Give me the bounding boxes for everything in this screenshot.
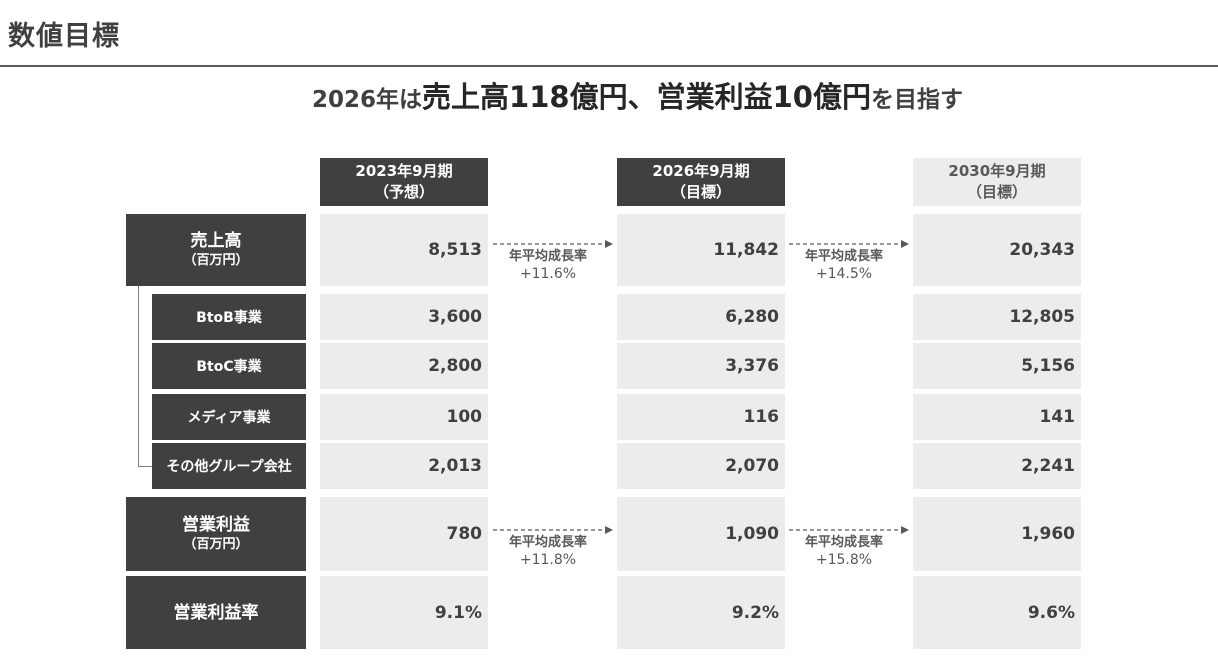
row-label-btoc: BtoC事業 xyxy=(152,343,306,389)
op-profit-2023: 780 xyxy=(320,497,488,571)
row-label-btob: BtoB事業 xyxy=(152,294,306,340)
growth-label: 年平均成長率 xyxy=(804,249,883,264)
row-label-unit: （百万円） xyxy=(183,253,249,268)
column-header-2023: 2023年9月期 （予想） xyxy=(320,158,488,206)
media-2030: 141 xyxy=(913,394,1081,440)
row-label-other: その他グループ会社 xyxy=(152,443,306,489)
op-margin-2026: 9.2% xyxy=(617,576,785,649)
row-label-unit: （百万円） xyxy=(183,537,249,552)
column-header-type: （予想） xyxy=(373,183,434,201)
row-label-media: メディア事業 xyxy=(152,394,306,440)
title-divider xyxy=(0,65,1218,67)
dashed-arrow-icon xyxy=(789,526,909,534)
btob-2030: 12,805 xyxy=(913,294,1081,340)
growth-sales-2026-2030: 年平均成長率 +14.5% xyxy=(789,238,911,288)
growth-op-profit-2023-2026: 年平均成長率 +11.8% xyxy=(493,524,615,574)
dashed-arrow-icon xyxy=(493,526,613,534)
headline: 2026年は売上高118億円、営業利益10億円を目指す xyxy=(0,74,1218,116)
growth-label: 年平均成長率 xyxy=(508,249,587,264)
op-margin-2023: 9.1% xyxy=(320,576,488,649)
row-label-text: 売上高 xyxy=(190,231,242,251)
btoc-2030: 5,156 xyxy=(913,343,1081,389)
sales-2023: 8,513 xyxy=(320,214,488,286)
dashed-arrow-icon xyxy=(493,240,613,248)
growth-sales-2023-2026: 年平均成長率 +11.6% xyxy=(493,238,615,288)
growth-value: +15.8% xyxy=(815,552,873,568)
headline-part3: を目指す xyxy=(870,87,963,113)
btob-2026: 6,280 xyxy=(617,294,785,340)
column-header-period: 2023年9月期 xyxy=(355,162,453,180)
sales-2030: 20,343 xyxy=(913,214,1081,286)
segment-tree-branch xyxy=(138,466,152,467)
growth-label: 年平均成長率 xyxy=(804,535,883,550)
btoc-2026: 3,376 xyxy=(617,343,785,389)
media-2023: 100 xyxy=(320,394,488,440)
dashed-arrow-icon xyxy=(789,240,909,248)
column-header-2026: 2026年9月期 （目標） xyxy=(617,158,785,206)
row-label-text: 営業利益率 xyxy=(173,602,259,623)
segment-tree-line xyxy=(138,286,139,466)
growth-label: 年平均成長率 xyxy=(508,535,587,550)
other-2026: 2,070 xyxy=(617,443,785,489)
row-label-operating-margin: 営業利益率 xyxy=(126,576,306,649)
btob-2023: 3,600 xyxy=(320,294,488,340)
growth-value: +11.6% xyxy=(519,266,577,282)
row-label-text: 営業利益 xyxy=(182,515,250,535)
growth-value: +14.5% xyxy=(815,266,873,282)
column-header-type: （目標） xyxy=(966,183,1027,201)
headline-part1: 2026年は xyxy=(312,87,423,113)
op-profit-2030: 1,960 xyxy=(913,497,1081,571)
growth-value: +11.8% xyxy=(519,552,577,568)
btoc-2023: 2,800 xyxy=(320,343,488,389)
op-profit-2026: 1,090 xyxy=(617,497,785,571)
op-margin-2030: 9.6% xyxy=(913,576,1081,649)
growth-op-profit-2026-2030: 年平均成長率 +15.8% xyxy=(789,524,911,574)
other-2030: 2,241 xyxy=(913,443,1081,489)
media-2026: 116 xyxy=(617,394,785,440)
page-title: 数値目標 xyxy=(8,21,120,52)
other-2023: 2,013 xyxy=(320,443,488,489)
row-label-sales: 売上高 （百万円） xyxy=(126,214,306,286)
headline-part2: 売上高118億円、営業利益10億円 xyxy=(422,80,871,114)
row-label-operating-profit: 営業利益 （百万円） xyxy=(126,497,306,571)
column-header-period: 2026年9月期 xyxy=(652,162,750,180)
column-header-2030: 2030年9月期 （目標） xyxy=(913,158,1081,206)
sales-2026: 11,842 xyxy=(617,214,785,286)
column-header-period: 2030年9月期 xyxy=(948,162,1046,180)
column-header-type: （目標） xyxy=(670,183,731,201)
